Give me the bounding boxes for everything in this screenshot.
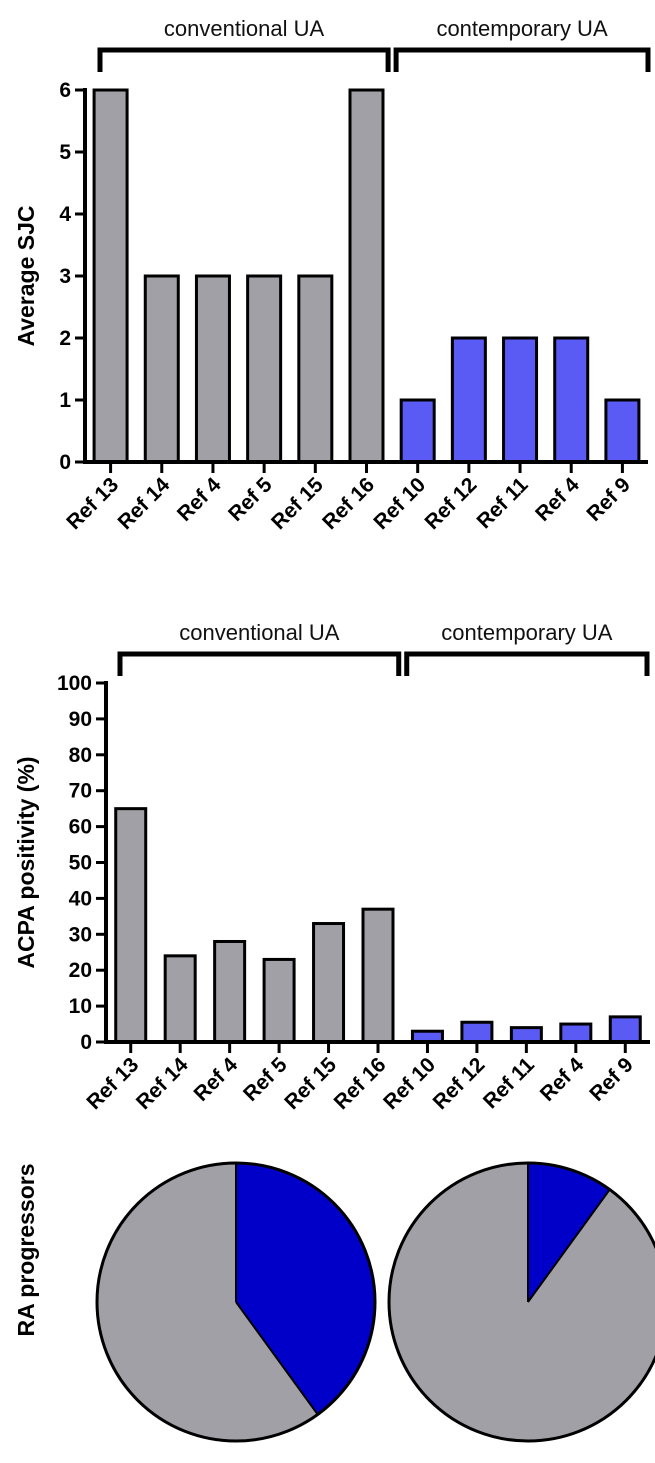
category-label: Ref 9 — [585, 1053, 638, 1106]
y-tick-label: 0 — [80, 1031, 92, 1054]
y-tick-label: 3 — [59, 265, 71, 288]
category-label: Ref 13 — [62, 473, 123, 534]
bar — [509, 1026, 543, 1044]
category-label: Ref 15 — [267, 473, 328, 534]
y-tick-label: 6 — [59, 79, 71, 102]
bar — [460, 1020, 494, 1044]
bar — [559, 1022, 593, 1044]
category-label: Ref 4 — [536, 1053, 589, 1106]
y-tick-label: 0 — [59, 451, 71, 474]
category-label: Ref 12 — [429, 1053, 490, 1114]
bar — [312, 922, 346, 1044]
pie-slice-rest — [389, 1163, 655, 1441]
category-label: Ref 16 — [318, 473, 379, 534]
y-axis-label: Average SJC — [13, 205, 39, 346]
bar — [194, 274, 231, 464]
group-label: contemporary UA — [436, 16, 608, 41]
group-bracket — [404, 651, 650, 676]
y-tick-label: 4 — [59, 203, 71, 226]
y-axis-label: ACPA positivity (%) — [13, 756, 39, 968]
y-tick-label: 60 — [69, 816, 92, 839]
y-tick-label: 5 — [59, 141, 71, 164]
category-label: Ref 9 — [582, 473, 635, 526]
bar — [213, 939, 247, 1044]
y-tick-label: 50 — [69, 852, 92, 875]
group-bracket — [117, 651, 402, 676]
bar — [608, 1015, 642, 1044]
category-label: Ref 11 — [479, 1053, 539, 1113]
bar — [361, 907, 395, 1044]
bar — [114, 807, 148, 1044]
y-tick-label: 2 — [59, 327, 71, 350]
pie-slice-highlight — [528, 1163, 610, 1302]
bar — [163, 954, 197, 1044]
bar — [297, 274, 334, 464]
category-label: Ref 15 — [280, 1053, 341, 1114]
y-tick-label: 80 — [69, 744, 92, 767]
category-label: Ref 13 — [82, 1053, 143, 1114]
group-label: contemporary UA — [441, 620, 613, 645]
bar — [450, 336, 487, 464]
acpa-bar-chart: conventional UA contemporary UA ACPA posit… — [13, 620, 650, 1114]
pie-divider — [527, 1188, 611, 1303]
group-bracket — [393, 47, 651, 72]
bar — [246, 274, 283, 464]
bar — [143, 274, 180, 464]
y-tick-label: 90 — [69, 708, 92, 731]
pie-divider — [235, 1301, 319, 1416]
pie-slice-highlight — [236, 1163, 375, 1415]
group-label: conventional UA — [164, 16, 325, 41]
y-tick-label: 1 — [59, 389, 71, 412]
bar — [92, 88, 129, 464]
bar — [604, 398, 641, 464]
group-bracket — [97, 47, 391, 72]
bar — [502, 336, 539, 464]
category-label: Ref 11 — [473, 473, 533, 533]
y-tick-label: 10 — [69, 995, 92, 1018]
category-label: Ref 4 — [173, 473, 226, 526]
y-tick-label: 20 — [69, 959, 92, 982]
bar — [399, 398, 436, 464]
bar — [348, 88, 385, 464]
category-label: Ref 10 — [369, 473, 430, 534]
y-axis-label: RA progressors — [13, 1164, 39, 1337]
category-label: Ref 4 — [531, 473, 584, 526]
category-label: Ref 14 — [113, 473, 174, 534]
bar — [262, 957, 296, 1044]
sjc-bar-chart: conventional UA contemporary UA Average SJ… — [13, 16, 651, 534]
y-tick-label: 30 — [69, 923, 92, 946]
bar — [553, 336, 590, 464]
category-label: Ref 12 — [421, 473, 482, 534]
category-label: Ref 14 — [132, 1053, 193, 1114]
y-tick-label: 40 — [69, 887, 92, 910]
y-tick-label: 100 — [57, 672, 92, 695]
category-label: Ref 16 — [330, 1053, 391, 1114]
category-label: Ref 10 — [379, 1053, 440, 1114]
ra-progressors-pie-charts: RA progressors — [13, 1161, 655, 1443]
category-label: Ref 4 — [190, 1053, 243, 1106]
group-label: conventional UA — [179, 620, 340, 645]
pie-outline — [95, 1161, 377, 1443]
pie-outline — [387, 1161, 655, 1443]
y-tick-label: 70 — [69, 780, 92, 803]
